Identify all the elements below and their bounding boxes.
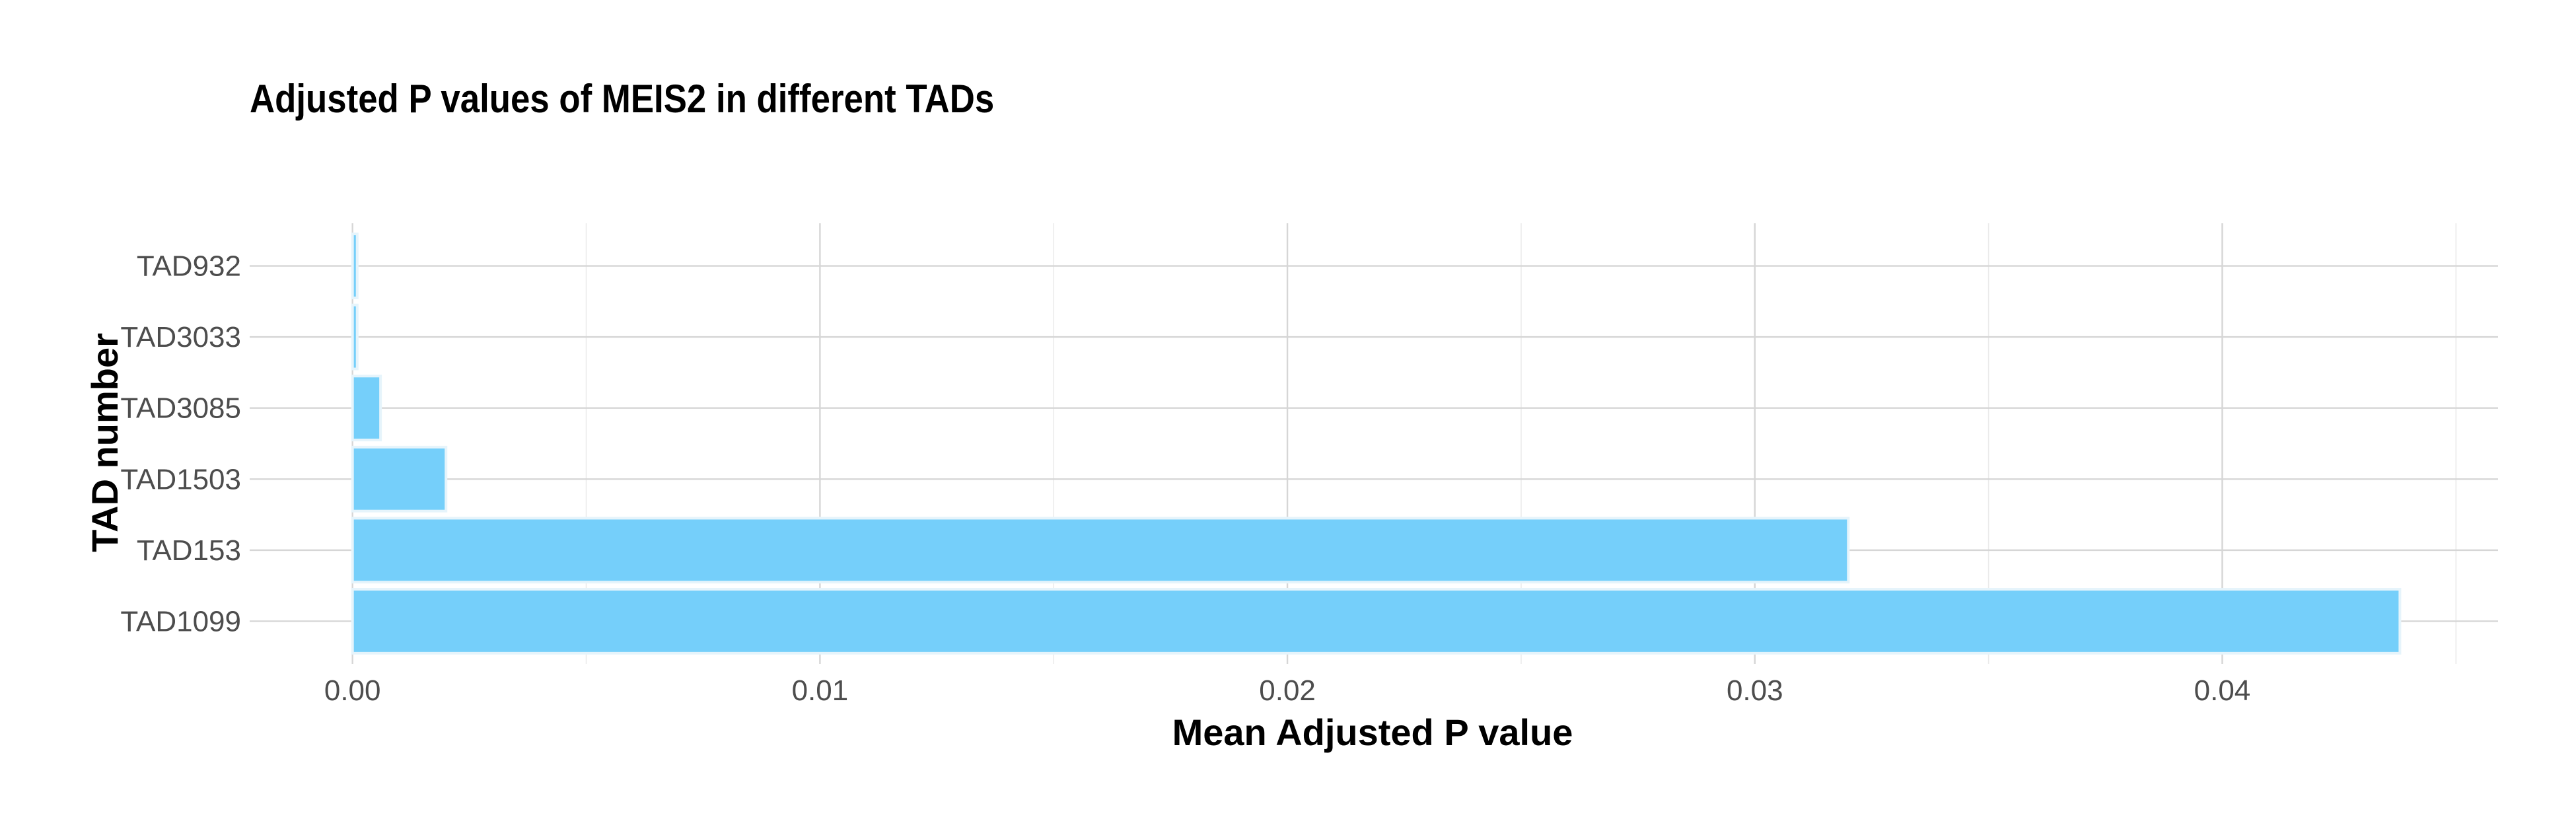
y-tick-label: TAD1503	[120, 463, 241, 495]
bar-tad932	[353, 234, 357, 298]
y-tick-labels: TAD1099 TAD153 TAD1503 TAD3085 TAD3033 TAD932	[120, 250, 241, 638]
bar-tad3033	[353, 305, 357, 369]
x-tick-label: 0.02	[1259, 674, 1316, 707]
bars	[353, 234, 2400, 653]
chart-title: Adjusted P values of MEIS2 in different …	[250, 77, 994, 121]
y-tick-label: TAD3085	[120, 392, 241, 425]
y-tick-label: TAD3033	[120, 321, 241, 353]
bar-tad3085	[353, 376, 380, 440]
x-tick-label: 0.03	[1727, 674, 1783, 707]
x-tick-label: 0.00	[324, 674, 381, 707]
x-tick-labels: 0.00 0.01 0.02 0.03 0.04	[324, 674, 2250, 707]
bar-tad1099	[353, 589, 2400, 653]
x-axis-title: Mean Adjusted P value	[1172, 711, 1573, 753]
bar-tad153	[353, 518, 1849, 582]
y-tick-label: TAD1099	[120, 605, 241, 637]
y-axis-title: TAD number	[84, 333, 125, 552]
y-tick-label: TAD932	[137, 250, 241, 283]
x-tick-label: 0.01	[792, 674, 849, 707]
x-tick-label: 0.04	[2194, 674, 2251, 707]
bar-tad1503	[353, 447, 447, 511]
y-tick-label: TAD153	[137, 534, 241, 567]
